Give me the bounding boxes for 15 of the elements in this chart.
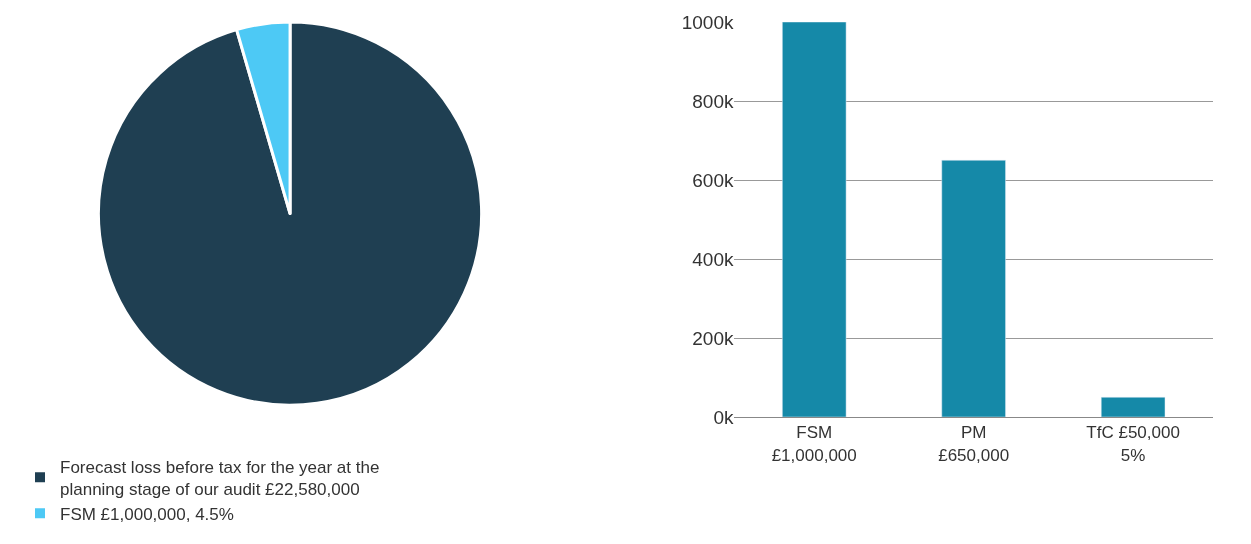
legend-label: Forecast loss before tax for the year at the planning stage of our audit £22,580,000 (60, 457, 380, 499)
x-tick-label: FSM £1,000,000 (771, 423, 857, 465)
x-tick-label: PM £650,000 (938, 423, 1010, 465)
bar (1100, 397, 1166, 417)
y-tick-label: 600k (692, 169, 734, 191)
bar (782, 22, 847, 417)
y-tick-label: 0k (713, 406, 734, 428)
pie-slice (96, 20, 483, 407)
y-tick-label: 400k (692, 248, 734, 270)
y-tick-label: 200k (692, 327, 734, 349)
legend-label: FSM £1,000,000, 4.5% (60, 504, 234, 524)
y-tick-label: 800k (692, 90, 734, 112)
x-tick-label: TfC £50,000 5% (1086, 423, 1180, 465)
bar (941, 160, 1006, 417)
y-tick-label: 1000k (681, 11, 734, 33)
